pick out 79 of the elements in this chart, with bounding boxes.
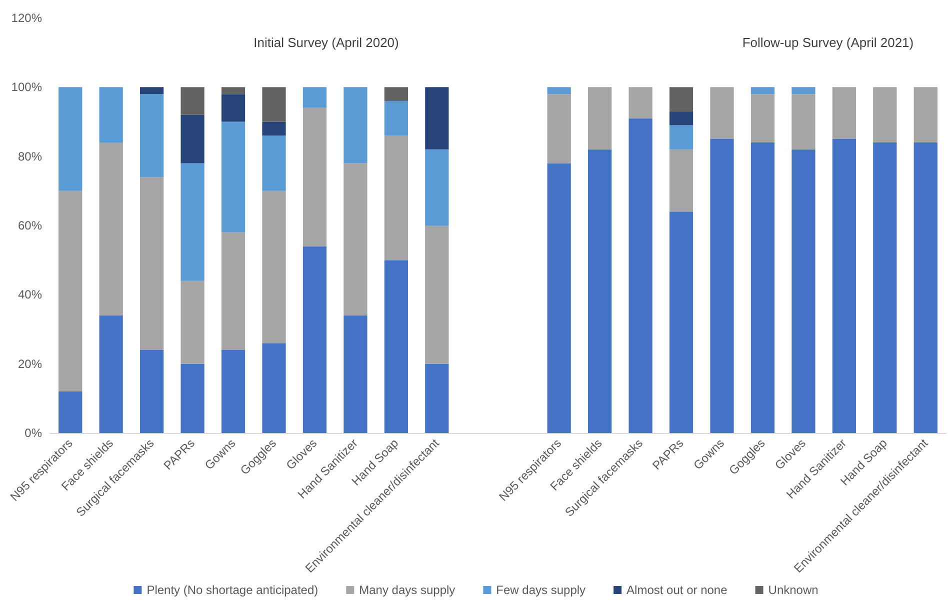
bar: [914, 142, 938, 433]
y-tick-label: 100%: [11, 80, 42, 94]
bar: [669, 125, 694, 150]
legend-label: Plenty (No shortage anticipated): [146, 583, 318, 597]
bar: [425, 149, 449, 226]
bar: [99, 87, 123, 142]
bar: [669, 149, 694, 212]
legend-label: Almost out or none: [626, 583, 728, 597]
bar: [140, 87, 164, 94]
legend-label: Unknown: [768, 583, 818, 597]
bar: [262, 136, 286, 191]
bar: [425, 364, 449, 433]
bar: [832, 139, 856, 433]
y-tick-label: 60%: [18, 218, 42, 232]
bar: [710, 87, 734, 140]
annotation: Follow-up Survey (April 2021): [742, 35, 914, 50]
bar: [425, 87, 449, 150]
bar: [180, 364, 204, 433]
bar: [58, 87, 82, 191]
bar: [302, 246, 327, 433]
bar: [588, 149, 612, 433]
legend-label: Few days supply: [496, 583, 586, 597]
bar: [425, 226, 449, 364]
bar: [344, 87, 368, 164]
bar: [221, 232, 246, 350]
bar: [914, 87, 938, 142]
bar: [384, 260, 408, 433]
bar: [832, 87, 856, 140]
bar: [221, 94, 246, 122]
bar: [547, 163, 571, 433]
bar: [221, 122, 246, 232]
bar: [221, 87, 246, 94]
bar: [669, 111, 694, 126]
bar: [750, 94, 775, 142]
bar: [588, 87, 612, 150]
bar: [750, 87, 775, 94]
bar: [262, 343, 286, 433]
bar: [58, 392, 82, 433]
bar: [384, 87, 408, 101]
bar: [547, 87, 571, 94]
bar: [628, 87, 652, 118]
bar: [262, 87, 286, 122]
bar: [792, 149, 816, 433]
bar: [180, 163, 204, 281]
bar: [344, 163, 368, 316]
bar: [180, 114, 204, 164]
bar: [873, 142, 897, 433]
bar: [792, 94, 816, 150]
bar: [710, 139, 734, 433]
bar: [384, 136, 408, 260]
y-tick-label: 20%: [18, 356, 42, 371]
bar: [58, 190, 82, 392]
bar: [262, 190, 286, 344]
bar: [99, 315, 123, 433]
y-tick-label: 40%: [18, 288, 42, 302]
bar: [262, 122, 286, 136]
bar: [792, 87, 816, 94]
bar: [302, 108, 327, 246]
bar: [99, 142, 123, 316]
bar: [302, 87, 327, 108]
bar: [180, 280, 204, 364]
bar: [669, 87, 694, 112]
bar: [873, 87, 897, 142]
y-tick-label: 0%: [24, 426, 42, 440]
bar: [547, 94, 571, 164]
bar: [221, 350, 246, 433]
bar: [669, 212, 694, 433]
bar: [628, 118, 652, 433]
y-tick-label: 80%: [18, 149, 42, 164]
bar: [384, 101, 408, 136]
y-tick-label: 120%: [11, 11, 42, 25]
bar: [180, 87, 204, 115]
bar: [140, 177, 164, 350]
bar: [750, 142, 775, 433]
bar: [344, 315, 368, 433]
bar: [140, 350, 164, 433]
bar: [140, 94, 164, 178]
annotation: Initial Survey (April 2020): [254, 35, 399, 50]
legend-label: Many days supply: [359, 583, 456, 597]
